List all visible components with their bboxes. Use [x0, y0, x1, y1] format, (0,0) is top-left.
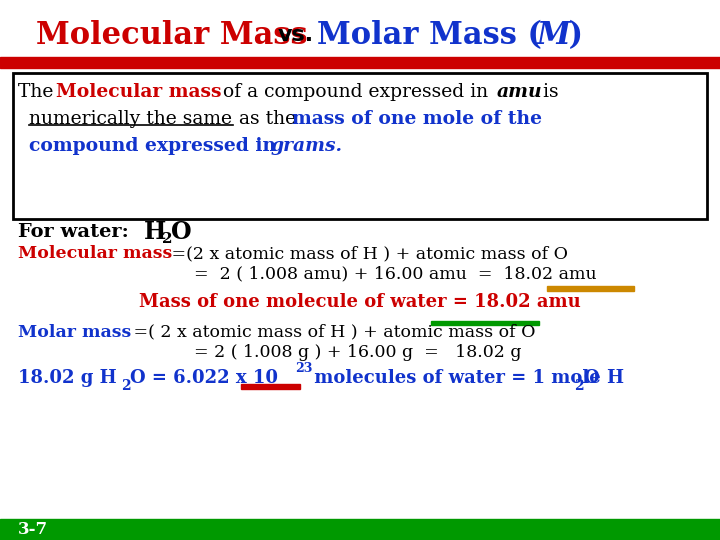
Text: 18.02 g H: 18.02 g H — [18, 369, 117, 387]
Bar — [547, 286, 634, 291]
Text: =( 2 x atomic mass of H ) + atomic mass of O: =( 2 x atomic mass of H ) + atomic mass … — [128, 323, 536, 341]
Text: Molar Mass (: Molar Mass ( — [317, 19, 552, 51]
Bar — [0, 519, 720, 540]
Text: O = 6.022 x 10: O = 6.022 x 10 — [130, 369, 278, 387]
Text: For water:: For water: — [18, 223, 129, 241]
Text: 2: 2 — [121, 379, 130, 393]
Text: Molar mass: Molar mass — [18, 323, 131, 341]
Text: 2: 2 — [162, 232, 173, 246]
Text: compound expressed in: compound expressed in — [29, 137, 282, 155]
Text: as the: as the — [233, 110, 302, 128]
Text: H: H — [144, 220, 166, 244]
Text: O: O — [583, 369, 599, 387]
Text: Mass of one molecule of water = 18.02 amu: Mass of one molecule of water = 18.02 am… — [139, 293, 581, 312]
Text: Molecular Mass: Molecular Mass — [36, 19, 307, 51]
Text: Molecular mass: Molecular mass — [56, 83, 222, 101]
Bar — [241, 384, 300, 389]
Text: of a compound expressed in: of a compound expressed in — [217, 83, 495, 101]
Text: =(2 x atomic mass of H ) + atomic mass of O: =(2 x atomic mass of H ) + atomic mass o… — [166, 245, 568, 262]
Text: =  2 ( 1.008 amu) + 16.00 amu  =  18.02 amu: = 2 ( 1.008 amu) + 16.00 amu = 18.02 amu — [194, 266, 597, 283]
Text: numerically the same: numerically the same — [29, 110, 232, 128]
Text: Molecular mass: Molecular mass — [18, 245, 172, 262]
Text: The: The — [18, 83, 59, 101]
Text: is: is — [531, 83, 559, 101]
Text: O: O — [171, 220, 192, 244]
Text: grams.: grams. — [271, 137, 343, 155]
Text: vs.: vs. — [277, 25, 313, 45]
Text: M: M — [536, 19, 570, 51]
Text: amu: amu — [497, 83, 542, 101]
Text: = 2 ( 1.008 g ) + 16.00 g  =   18.02 g: = 2 ( 1.008 g ) + 16.00 g = 18.02 g — [194, 344, 522, 361]
Text: 3-7: 3-7 — [18, 521, 48, 538]
Text: ): ) — [558, 19, 583, 51]
Bar — [0, 57, 720, 68]
Bar — [431, 321, 539, 325]
Text: molecules of water = 1 mole H: molecules of water = 1 mole H — [308, 369, 624, 387]
FancyBboxPatch shape — [13, 73, 707, 219]
Text: 2: 2 — [575, 379, 584, 393]
Text: mass of one mole of the: mass of one mole of the — [292, 110, 541, 128]
Text: 23: 23 — [295, 362, 312, 375]
